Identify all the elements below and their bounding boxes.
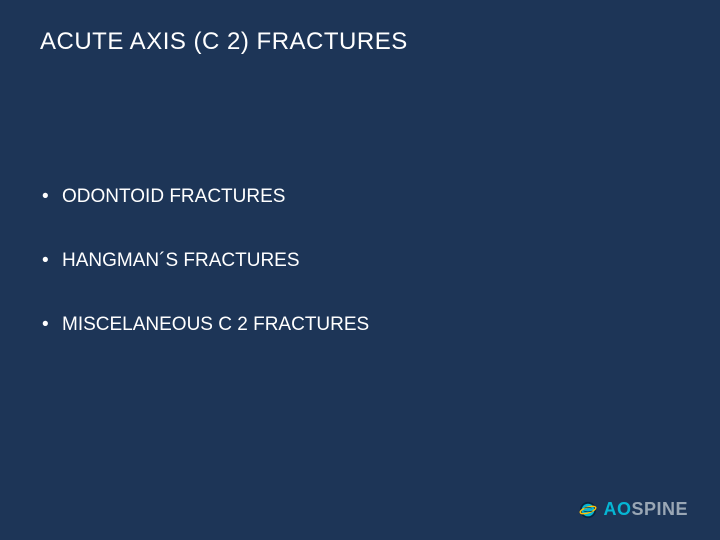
globe-icon (579, 501, 597, 519)
bullet-item: ODONTOID FRACTURES (40, 186, 680, 208)
slide-title: ACUTE AXIS (C 2) FRACTURES (40, 28, 680, 56)
bullet-list: ODONTOID FRACTURES HANGMAN´S FRACTURES M… (40, 186, 680, 336)
brand-spine: SPINE (631, 499, 688, 519)
bullet-item: HANGMAN´S FRACTURES (40, 250, 680, 272)
bullet-item: MISCELANEOUS C 2 FRACTURES (40, 314, 680, 336)
brand-logo: AOSPINE (579, 499, 688, 520)
brand-text: AOSPINE (603, 499, 688, 520)
brand-ao: AO (603, 499, 631, 519)
slide-container: ACUTE AXIS (C 2) FRACTURES ODONTOID FRAC… (0, 0, 720, 540)
